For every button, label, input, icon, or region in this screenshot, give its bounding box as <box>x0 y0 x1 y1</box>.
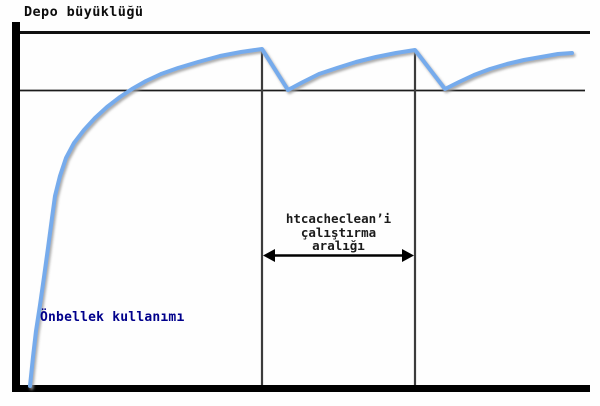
y-axis-bar <box>12 22 20 392</box>
cache-usage-curve <box>28 47 574 388</box>
storage-size-line <box>20 31 590 34</box>
y-axis-title: Depo büyüklüğü <box>24 4 144 20</box>
cleanup-interval-label: htcacheclean’i çalıştırma aralığı <box>285 211 392 253</box>
arrow-head-right-icon <box>402 249 414 262</box>
arrow-head-left-icon <box>263 249 275 262</box>
x-axis-bar <box>12 385 590 392</box>
cleanup-interval-arrow <box>263 249 414 262</box>
cache-usage-label: Önbellek kullanımı <box>40 310 185 325</box>
